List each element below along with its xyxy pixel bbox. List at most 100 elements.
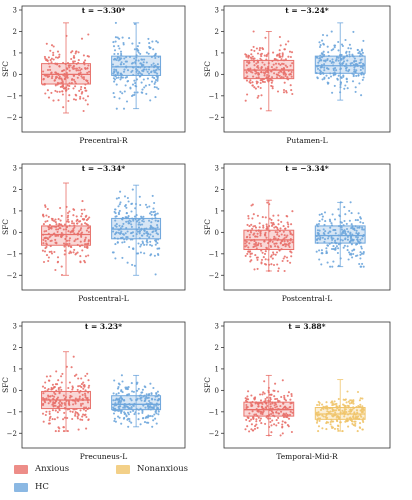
data-point bbox=[84, 389, 87, 392]
data-point bbox=[337, 429, 340, 432]
data-point bbox=[50, 72, 53, 75]
data-point bbox=[54, 430, 57, 433]
data-point bbox=[261, 216, 264, 219]
y-tick-label: 2 bbox=[13, 28, 17, 36]
data-point bbox=[263, 380, 266, 383]
data-point bbox=[247, 250, 250, 253]
data-point bbox=[345, 411, 348, 414]
data-point bbox=[42, 420, 45, 423]
data-point bbox=[288, 73, 291, 76]
data-point bbox=[253, 224, 257, 228]
data-point bbox=[76, 411, 79, 414]
data-point bbox=[321, 414, 324, 417]
data-point bbox=[248, 61, 251, 64]
data-point bbox=[114, 219, 117, 222]
data-point bbox=[64, 243, 67, 246]
data-point bbox=[158, 68, 161, 71]
data-point bbox=[66, 84, 69, 87]
data-point bbox=[247, 55, 250, 58]
y-tick-label: −1 bbox=[7, 408, 17, 416]
data-point bbox=[321, 403, 324, 406]
data-point bbox=[85, 89, 88, 92]
data-point bbox=[291, 241, 294, 244]
data-point bbox=[356, 411, 359, 414]
data-point bbox=[262, 256, 265, 259]
data-point bbox=[153, 86, 156, 89]
data-point bbox=[267, 52, 270, 55]
data-point bbox=[258, 226, 261, 229]
data-point bbox=[72, 78, 76, 81]
y-axis-label: SFC bbox=[203, 61, 212, 77]
data-point bbox=[325, 247, 328, 250]
series-anxious bbox=[41, 22, 91, 114]
y-axis-label: SFC bbox=[203, 219, 212, 235]
data-point bbox=[357, 52, 360, 55]
data-point bbox=[148, 236, 151, 239]
data-point bbox=[326, 244, 330, 247]
data-point bbox=[87, 226, 91, 229]
data-point bbox=[249, 56, 252, 59]
data-point bbox=[283, 70, 286, 73]
data-point bbox=[339, 421, 342, 424]
data-point bbox=[62, 228, 65, 231]
data-point bbox=[115, 225, 118, 228]
data-point bbox=[81, 397, 84, 400]
data-point bbox=[140, 243, 143, 246]
jitter-points bbox=[111, 188, 161, 276]
data-point bbox=[359, 216, 362, 219]
data-point bbox=[347, 47, 350, 50]
data-point bbox=[318, 45, 322, 49]
data-point bbox=[263, 240, 266, 243]
data-point bbox=[136, 91, 139, 94]
data-point bbox=[288, 242, 291, 245]
data-point bbox=[352, 252, 355, 256]
data-point bbox=[80, 208, 83, 211]
data-point bbox=[323, 63, 326, 66]
data-point bbox=[151, 194, 154, 197]
data-point bbox=[246, 425, 249, 428]
data-point bbox=[76, 237, 79, 240]
data-point bbox=[130, 399, 133, 402]
data-point bbox=[349, 237, 353, 240]
y-tick-label: 2 bbox=[215, 186, 219, 194]
data-point bbox=[82, 408, 85, 411]
data-point bbox=[80, 234, 83, 237]
data-point bbox=[276, 59, 279, 62]
data-point bbox=[277, 267, 280, 270]
data-point bbox=[247, 214, 250, 218]
data-point bbox=[358, 399, 361, 402]
data-point bbox=[270, 81, 273, 84]
data-point bbox=[152, 419, 155, 422]
data-point bbox=[280, 70, 283, 73]
data-point bbox=[320, 56, 324, 59]
data-point bbox=[355, 409, 359, 412]
data-point bbox=[56, 230, 59, 233]
data-point bbox=[272, 253, 275, 256]
data-point bbox=[318, 249, 321, 252]
data-point bbox=[272, 414, 275, 417]
data-point bbox=[61, 234, 64, 237]
data-point bbox=[349, 201, 352, 204]
data-point bbox=[260, 261, 263, 264]
data-point bbox=[361, 226, 364, 229]
data-point bbox=[138, 195, 141, 198]
data-point bbox=[58, 427, 61, 430]
data-point bbox=[259, 417, 262, 420]
data-point bbox=[112, 251, 115, 254]
data-point bbox=[273, 395, 276, 398]
data-point bbox=[135, 56, 138, 59]
data-point bbox=[344, 38, 347, 42]
data-point bbox=[282, 67, 286, 70]
data-point bbox=[125, 414, 128, 417]
data-point bbox=[123, 195, 127, 198]
data-point bbox=[84, 374, 87, 378]
plot-frame bbox=[223, 163, 391, 291]
data-point bbox=[273, 226, 276, 229]
data-point bbox=[329, 423, 332, 426]
data-point bbox=[118, 37, 121, 40]
y-tick-label: 0 bbox=[215, 229, 219, 237]
data-point bbox=[123, 68, 126, 71]
data-point bbox=[47, 394, 50, 397]
data-point bbox=[144, 416, 147, 419]
